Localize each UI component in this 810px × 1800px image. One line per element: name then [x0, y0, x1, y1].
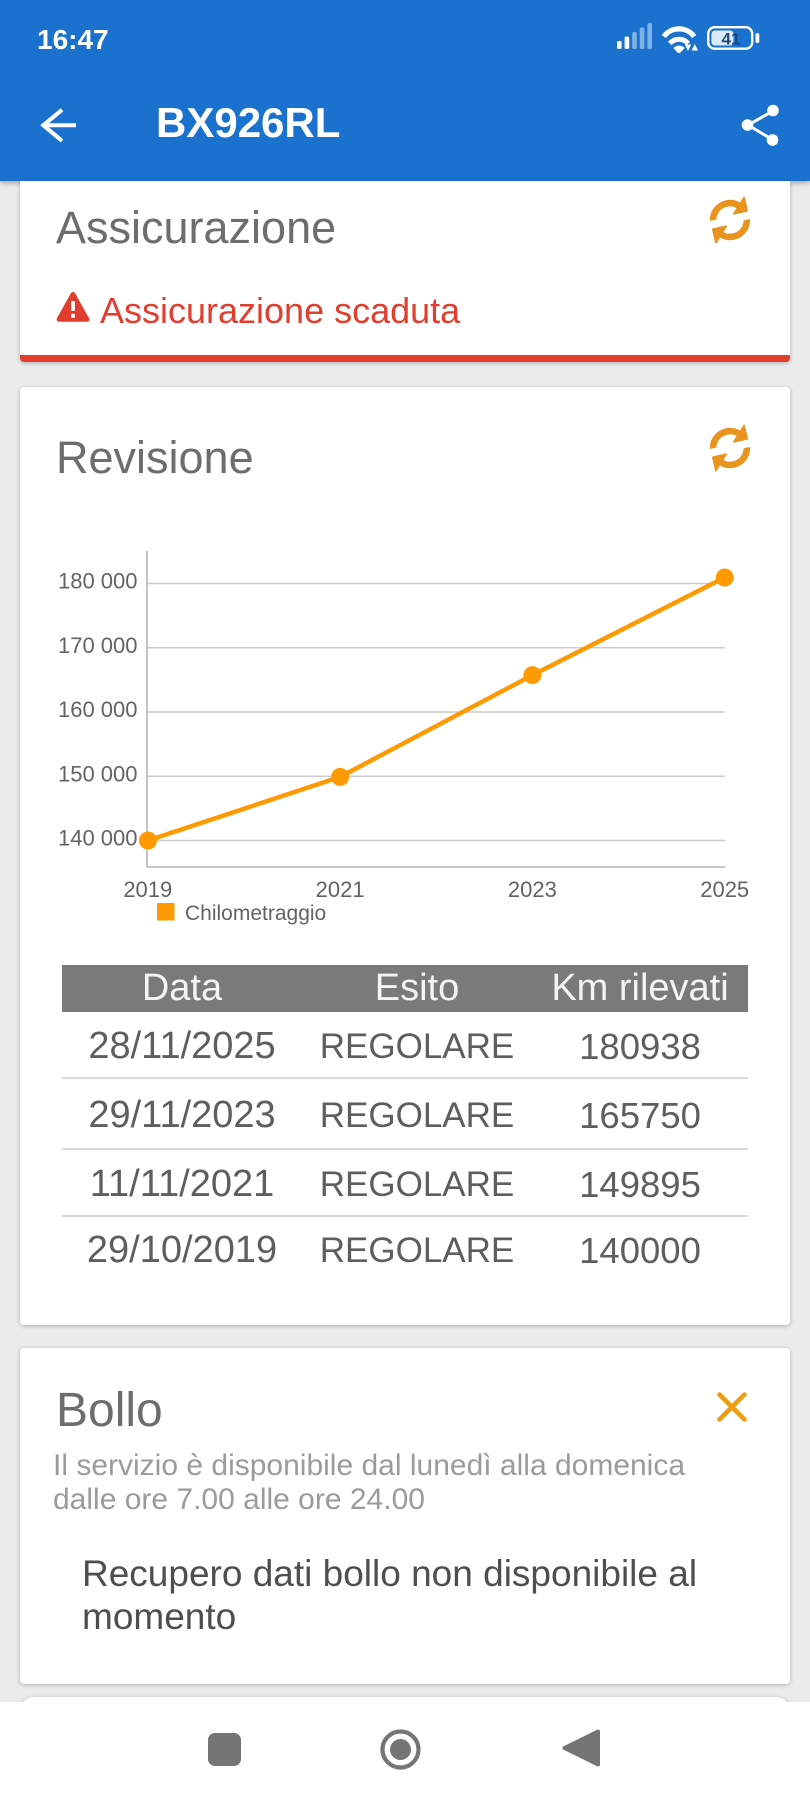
svg-text:150 000: 150 000 — [58, 761, 138, 786]
svg-text:170 000: 170 000 — [58, 633, 138, 658]
svg-text:180 000: 180 000 — [58, 569, 138, 594]
svg-text:2023: 2023 — [508, 877, 557, 902]
svg-text:Chilometraggio: Chilometraggio — [185, 902, 326, 925]
svg-text:41: 41 — [722, 30, 741, 49]
svg-text:2019: 2019 — [123, 877, 172, 902]
svg-text:160 000: 160 000 — [58, 697, 138, 722]
svg-text:140 000: 140 000 — [58, 826, 138, 851]
svg-text:2021: 2021 — [316, 877, 365, 902]
svg-text:2025: 2025 — [700, 877, 749, 902]
